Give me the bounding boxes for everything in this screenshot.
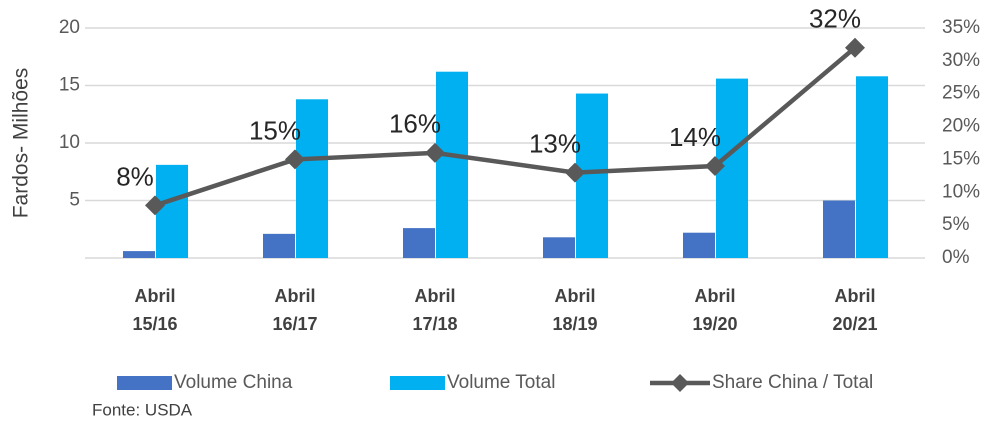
- marker: [845, 37, 865, 58]
- bar: [403, 228, 435, 258]
- x-tick-label: Abril: [834, 286, 875, 306]
- bar: [543, 237, 575, 258]
- y2-tick-label: 30%: [942, 50, 980, 71]
- y2-tick-label: 10%: [942, 181, 980, 202]
- data-label: 13%: [529, 128, 581, 158]
- y2-tick-label: 25%: [942, 83, 980, 104]
- x-tick-label: 16/17: [272, 314, 317, 334]
- bar: [296, 99, 328, 258]
- y-tick-label: 15: [59, 75, 80, 96]
- x-tick-label: 15/16: [132, 314, 177, 334]
- y-tick-label: 10: [59, 132, 80, 153]
- y2-tick-label: 5%: [942, 214, 970, 235]
- bar: [263, 233, 295, 258]
- data-label: 16%: [389, 109, 441, 139]
- bar: [856, 76, 888, 258]
- y2-tick-label: 15%: [942, 148, 980, 169]
- data-label: 8%: [116, 161, 154, 191]
- legend-label: Share China / Total: [712, 372, 873, 393]
- x-tick-label: 20/21: [832, 314, 877, 334]
- data-label: 32%: [809, 4, 861, 34]
- marker: [705, 156, 725, 176]
- y2-tick-label: 35%: [942, 17, 980, 38]
- legend-swatch: [671, 374, 689, 392]
- bar: [123, 251, 155, 258]
- x-tick-label: Abril: [554, 286, 595, 306]
- x-tick-label: 19/20: [692, 314, 737, 334]
- y2-tick-label: 20%: [942, 116, 980, 137]
- x-tick-label: Abril: [274, 286, 315, 306]
- marker: [425, 142, 445, 163]
- y-tick-label: 5: [69, 190, 80, 211]
- x-tick-label: Abril: [694, 286, 735, 306]
- bar: [436, 71, 468, 258]
- source: Fonte: USDA: [92, 400, 193, 419]
- x-tick-label: 17/18: [412, 314, 457, 334]
- y-axis-label: Fardos- Milhões: [10, 68, 33, 219]
- x-tick-label: Abril: [414, 286, 455, 306]
- marker: [285, 149, 305, 170]
- bar: [823, 200, 855, 258]
- legend-swatch: [390, 376, 445, 390]
- x-tick-label: Abril: [134, 286, 175, 306]
- marker: [145, 195, 165, 216]
- bar: [683, 232, 715, 258]
- legend-swatch: [117, 376, 172, 390]
- legend-label: Volume Total: [447, 372, 555, 393]
- line: [154, 45, 857, 208]
- y2-tick-label: 0%: [942, 247, 970, 268]
- data-label: 15%: [249, 115, 301, 145]
- data-label: 14%: [669, 122, 721, 152]
- y-tick-label: 20: [59, 17, 80, 38]
- bar: [156, 164, 188, 258]
- x-tick-label: 18/19: [552, 314, 597, 334]
- marker: [565, 162, 585, 183]
- legend-label: Volume China: [174, 372, 293, 393]
